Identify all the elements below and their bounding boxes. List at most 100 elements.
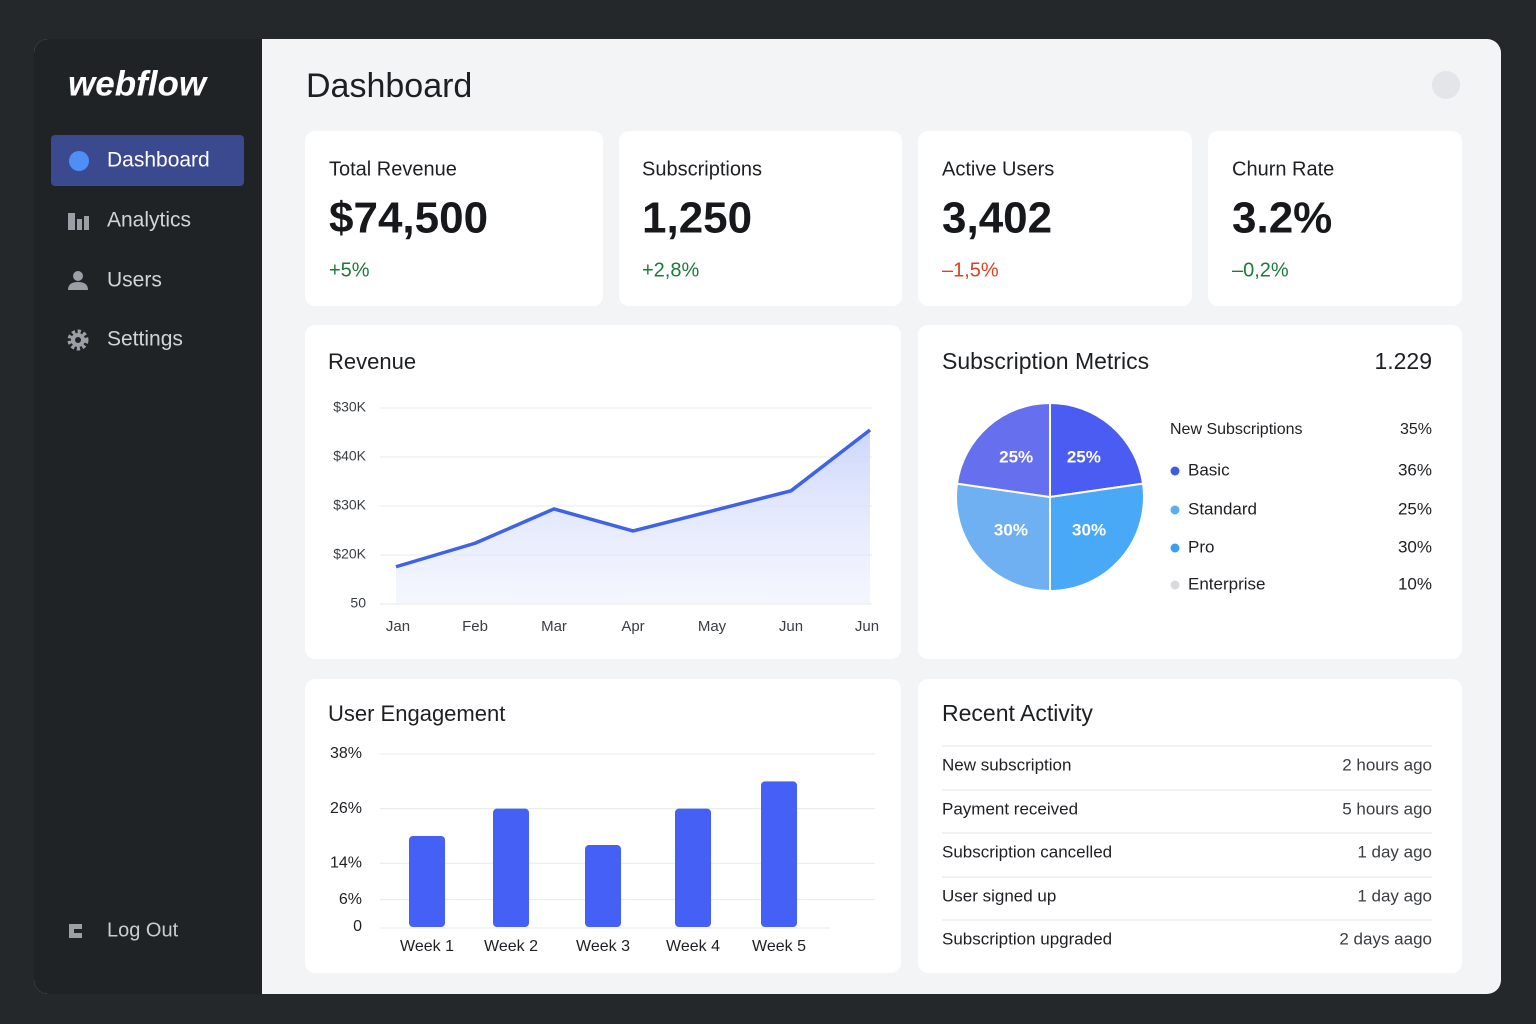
x-tick-label: Apr: [621, 618, 644, 635]
pie-slice: [1049, 482, 1145, 593]
legend-dot: [1170, 466, 1180, 476]
legend-dot: [1170, 505, 1180, 515]
dashboard-icon: [69, 151, 89, 171]
x-tick-label: Feb: [462, 618, 488, 635]
active-nav-highlight: [51, 135, 244, 186]
nav-item[interactable]: Settings: [107, 328, 183, 351]
legend-title: New Subscriptions: [1170, 421, 1303, 438]
y-tick-label: 14%: [330, 854, 362, 871]
kpi-card: [305, 131, 603, 306]
y-tick-label: $40K: [333, 448, 366, 464]
bar: [409, 835, 445, 927]
x-tick-label: Jun: [855, 618, 879, 635]
card-title: User Engagement: [328, 701, 505, 726]
slice-label: 25%: [999, 447, 1033, 466]
logout-label[interactable]: Log Out: [107, 919, 179, 941]
y-tick-label: 0: [353, 918, 362, 935]
activity-time: 2 hours ago: [1342, 755, 1432, 774]
activity-text: User signed up: [942, 886, 1056, 905]
bar: [585, 845, 621, 927]
kpi-label: Active Users: [942, 158, 1054, 180]
card-title: Revenue: [328, 349, 416, 374]
avatar[interactable]: [1432, 71, 1460, 99]
slice-label: 25%: [1067, 447, 1101, 466]
kpi-change: –1,5%: [942, 259, 999, 281]
legend-name: Basic: [1188, 460, 1230, 479]
activity-text: Subscription cancelled: [942, 842, 1112, 861]
slice-label: 30%: [994, 520, 1028, 539]
slice-label: 30%: [1072, 520, 1106, 539]
users-icon: [68, 271, 88, 290]
revenue-area: [396, 430, 870, 604]
y-tick-label: 26%: [330, 800, 362, 817]
card-title: Subscription Metrics: [942, 348, 1149, 374]
kpi-label: Subscriptions: [642, 158, 762, 180]
y-tick-label: $30K: [333, 497, 366, 513]
legend-name: Enterprise: [1188, 574, 1265, 593]
card-title: Recent Activity: [942, 700, 1093, 726]
activity-card: [918, 679, 1462, 973]
kpi-card: [619, 131, 902, 306]
nav-item[interactable]: Users: [107, 269, 162, 292]
legend-name: Standard: [1188, 499, 1257, 518]
analytics-icon: [68, 213, 89, 230]
logo: webflow: [68, 64, 209, 103]
legend-value: 36%: [1398, 460, 1432, 479]
y-tick-label: $30K: [333, 399, 366, 415]
kpi-card: [1208, 131, 1462, 306]
kpi-value: 3,402: [942, 194, 1052, 243]
kpi-value: $74,500: [329, 194, 488, 243]
pie-slice: [1049, 401, 1145, 499]
kpi-label: Churn Rate: [1232, 158, 1334, 180]
x-tick-label: Week 2: [484, 938, 538, 955]
x-tick-label: Jun: [779, 618, 803, 635]
activity-text: Subscription upgraded: [942, 929, 1112, 948]
bar: [675, 808, 711, 927]
pie-slice: [955, 482, 1051, 593]
x-tick-label: Week 1: [400, 938, 454, 955]
legend-value: 25%: [1398, 499, 1432, 518]
settings-icon: [67, 329, 89, 351]
activity-text: Payment received: [942, 799, 1078, 818]
x-tick-label: Week 4: [666, 938, 720, 955]
kpi-change: –0,2%: [1232, 259, 1289, 281]
legend-dot: [1170, 543, 1180, 553]
x-tick-label: Week 3: [576, 938, 630, 955]
revenue-line: [395, 428, 872, 569]
nav-item[interactable]: Dashboard: [107, 149, 210, 172]
kpi-value: 3.2%: [1232, 194, 1332, 243]
bar: [493, 808, 529, 927]
kpi-change: +5%: [329, 259, 370, 281]
legend-dot: [1170, 580, 1180, 590]
x-tick-label: Mar: [541, 618, 567, 635]
activity-time: 1 day ago: [1357, 842, 1432, 861]
legend-name: Pro: [1188, 537, 1214, 556]
activity-time: 2 days aago: [1339, 929, 1432, 948]
kpi-card: [918, 131, 1192, 306]
pie-slice: [955, 401, 1051, 499]
x-tick-label: May: [698, 618, 727, 635]
activity-time: 5 hours ago: [1342, 799, 1432, 818]
subscription-total: 1.229: [1374, 348, 1432, 374]
kpi-value: 1,250: [642, 194, 752, 243]
activity-text: New subscription: [942, 755, 1071, 774]
sidebar: [34, 39, 262, 994]
y-tick-label: 6%: [339, 891, 362, 908]
y-tick-label: $20K: [333, 546, 366, 562]
bar: [761, 781, 797, 927]
logout-icon: [69, 924, 82, 938]
activity-time: 1 day ago: [1357, 886, 1432, 905]
legend-title-value: 35%: [1400, 421, 1432, 438]
kpi-label: Total Revenue: [329, 158, 457, 180]
page-title: Dashboard: [306, 67, 472, 105]
legend-value: 10%: [1398, 574, 1432, 593]
nav-item[interactable]: Analytics: [107, 209, 191, 232]
x-tick-label: Jan: [386, 618, 410, 635]
x-tick-label: Week 5: [752, 938, 806, 955]
y-tick-label: 38%: [330, 745, 362, 762]
y-tick-label: 50: [350, 595, 366, 611]
legend-value: 30%: [1398, 537, 1432, 556]
kpi-change: +2,8%: [642, 259, 699, 281]
